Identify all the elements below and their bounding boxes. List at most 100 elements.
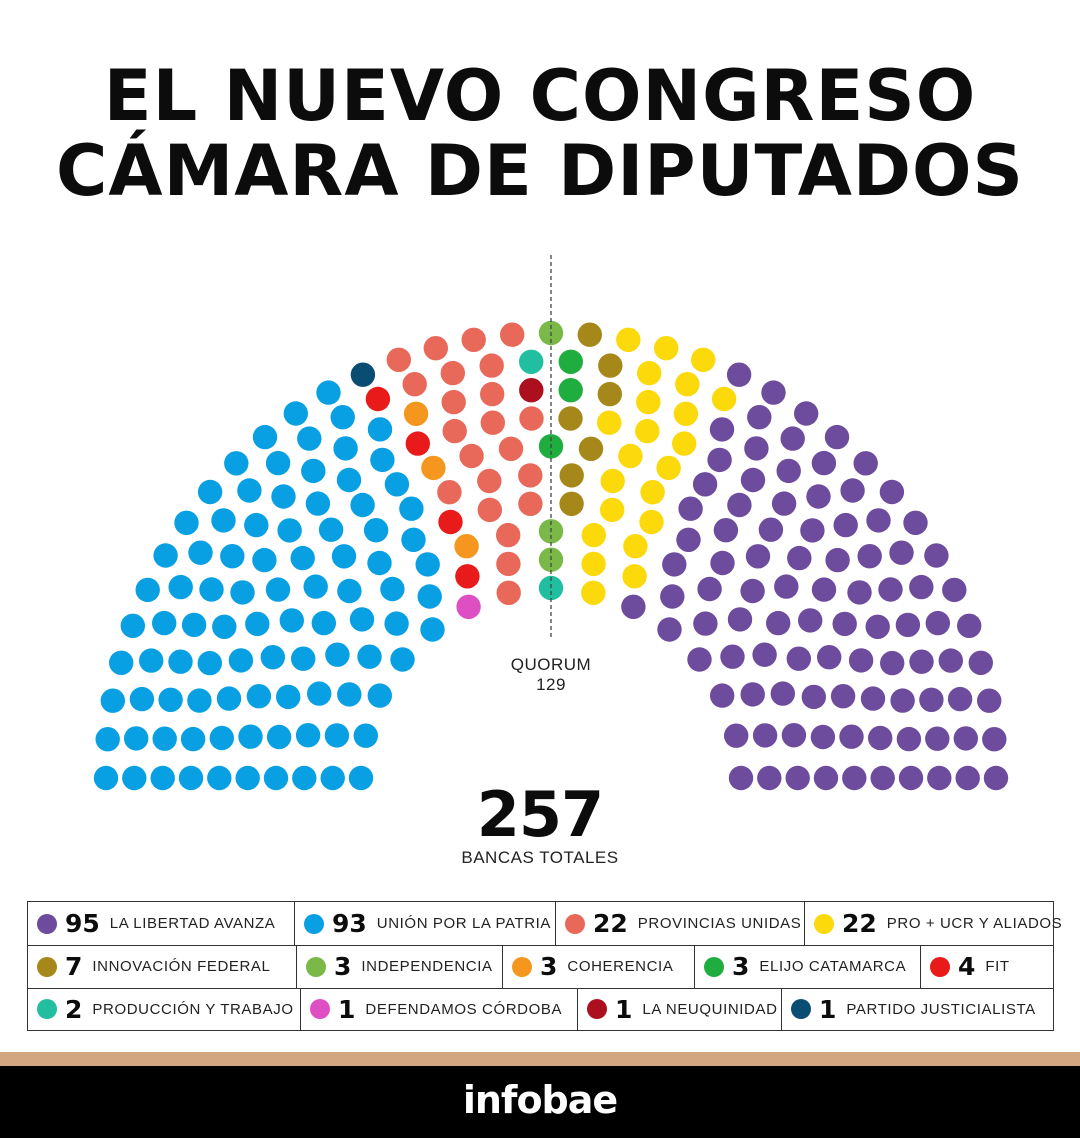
seat-la-libertad-avanza (832, 611, 857, 637)
seat-la-libertad-avanza (927, 765, 952, 791)
seat-unión-por-la-patria (370, 447, 395, 473)
seat-la-libertad-avanza (780, 426, 805, 451)
legend-label: LA LIBERTAD AVANZA (109, 915, 276, 932)
seat-unión-por-la-patria (168, 649, 193, 674)
legend-item-la-libertad-avanza: 95 LA LIBERTAD AVANZA (28, 902, 294, 945)
legend-item-coherencia: 3 COHERENCIA (502, 945, 694, 988)
seat-unión-por-la-patria (290, 545, 315, 571)
seat-la-libertad-avanza (895, 612, 921, 638)
legend-swatch (310, 999, 330, 1019)
seat-fit (405, 431, 430, 456)
legend-item-innovacion-federal: 7 INNOVACIÓN FEDERAL (28, 945, 296, 988)
seat-unión-por-la-patria (158, 687, 183, 712)
legend-count: 95 (65, 909, 100, 938)
seat-provincias-unidas (480, 381, 505, 407)
legend-row: 95 LA LIBERTAD AVANZA 93 UNIÓN POR LA PA… (28, 902, 1062, 946)
seat-unión-por-la-patria (301, 458, 326, 484)
seat-la-libertad-avanza (794, 401, 819, 426)
seat-innovación-federal (598, 353, 623, 378)
seat-unión-por-la-patria (265, 450, 291, 476)
title-line-2: CÁMARA DE DIPUTADOS (56, 130, 1024, 212)
legend-swatch (512, 956, 532, 977)
seat-provincias-unidas (459, 443, 484, 469)
seat-la-libertad-avanza (896, 726, 922, 752)
seat-unión-por-la-patria (384, 611, 409, 636)
seat-la-libertad-avanza (953, 726, 978, 751)
seat-la-libertad-avanza (857, 544, 882, 569)
seat-unión-por-la-patria (188, 540, 213, 565)
legend-item-provincias-unidas: 22 PROVINCIAS UNIDAS (555, 902, 804, 945)
seat-la-libertad-avanza (660, 584, 685, 609)
seat-unión-por-la-patria (320, 765, 345, 791)
quorum-label: QUORUM (511, 655, 591, 674)
seat-unión-por-la-patria (197, 650, 222, 676)
seat-pro-ucr-y-aliados (640, 480, 665, 505)
seat-unión-por-la-patria (109, 650, 134, 675)
seat-unión-por-la-patria (150, 765, 175, 791)
seat-la-libertad-avanza (919, 687, 944, 712)
seat-la-libertad-avanza (889, 540, 914, 565)
seat-innovación-federal (597, 381, 622, 407)
seat-unión-por-la-patria (292, 765, 317, 791)
legend-count: 2 (65, 994, 83, 1024)
seat-la-libertad-avanza (982, 727, 1007, 752)
seat-la-libertad-avanza (798, 608, 823, 633)
seat-unión-por-la-patria (263, 765, 289, 791)
seat-la-libertad-avanza (752, 642, 777, 667)
seat-producción-y-trabajo (519, 349, 544, 374)
legend-count: 7 (65, 952, 83, 981)
seat-unión-por-la-patria (230, 580, 255, 605)
seat-unión-por-la-patria (380, 576, 405, 602)
seat-la-libertad-avanza (830, 684, 856, 709)
seat-fit (455, 564, 480, 589)
seat-la-libertad-avanza (840, 478, 865, 503)
seat-unión-por-la-patria (211, 508, 236, 533)
seat-provincias-unidas (461, 327, 486, 352)
seat-provincias-unidas (477, 497, 502, 523)
seat-unión-por-la-patria (363, 518, 389, 543)
seat-pro-ucr-y-aliados (637, 360, 662, 386)
seat-unión-por-la-patria (245, 611, 270, 637)
seat-unión-por-la-patria (367, 550, 392, 576)
legend-item-elijo-catamarca: 3 ELIJO CATAMARCA (694, 945, 920, 988)
seat-provincias-unidas (386, 347, 411, 372)
seat-la-libertad-avanza (924, 543, 949, 568)
seat-la-libertad-avanza (811, 577, 837, 602)
legend-label: FIT (985, 958, 1010, 975)
seat-unión-por-la-patria (235, 765, 260, 791)
seat-provincias-unidas (480, 410, 505, 435)
legend-row: 7 INNOVACIÓN FEDERAL 3 INDEPENDENCIA 3 C… (28, 945, 1053, 989)
seat-coherencia (421, 455, 446, 481)
seat-la-libertad-avanza (810, 724, 836, 750)
seat-la-libertad-avanza (747, 405, 772, 430)
seat-unión-por-la-patria (353, 723, 378, 748)
seat-provincias-unidas (442, 418, 467, 444)
seat-la-libertad-avanza (697, 576, 722, 602)
seat-innovación-federal (577, 322, 602, 347)
seat-la-libertad-avanza (909, 649, 934, 674)
legend-count: 22 (593, 909, 628, 938)
seat-la-libertad-avanza (909, 574, 934, 600)
legend-count: 22 (842, 909, 877, 938)
seat-pro-ucr-y-aliados (597, 410, 622, 435)
legend-label: ELIJO CATAMARCA (759, 958, 907, 975)
title-line-1: EL NUEVO CONGRESO (103, 55, 977, 137)
legend-item-fit: 4 FIT (920, 945, 1053, 988)
seat-la-libertad-avanza (726, 362, 752, 387)
total-seats-number: 257 (476, 778, 604, 851)
seat-unión-por-la-patria (124, 726, 149, 751)
legend-label: INNOVACIÓN FEDERAL (92, 958, 271, 975)
seat-unión-por-la-patria (207, 765, 232, 791)
seat-provincias-unidas (498, 436, 524, 461)
seat-unión-por-la-patria (325, 642, 350, 667)
legend-swatch (930, 956, 950, 977)
legend-item-union-por-la-patria: 93 UNIÓN POR LA PATRIA (294, 902, 555, 945)
seat-innovación-federal (559, 491, 584, 516)
seat-unión-por-la-patria (252, 547, 277, 573)
seat-pro-ucr-y-aliados (623, 534, 648, 559)
seat-unión-por-la-patria (252, 424, 278, 450)
seat-pro-ucr-y-aliados (581, 522, 606, 548)
seat-la-neuquinidad (519, 378, 544, 403)
seat-la-libertad-avanza (662, 552, 687, 577)
seat-provincias-unidas (479, 353, 504, 378)
